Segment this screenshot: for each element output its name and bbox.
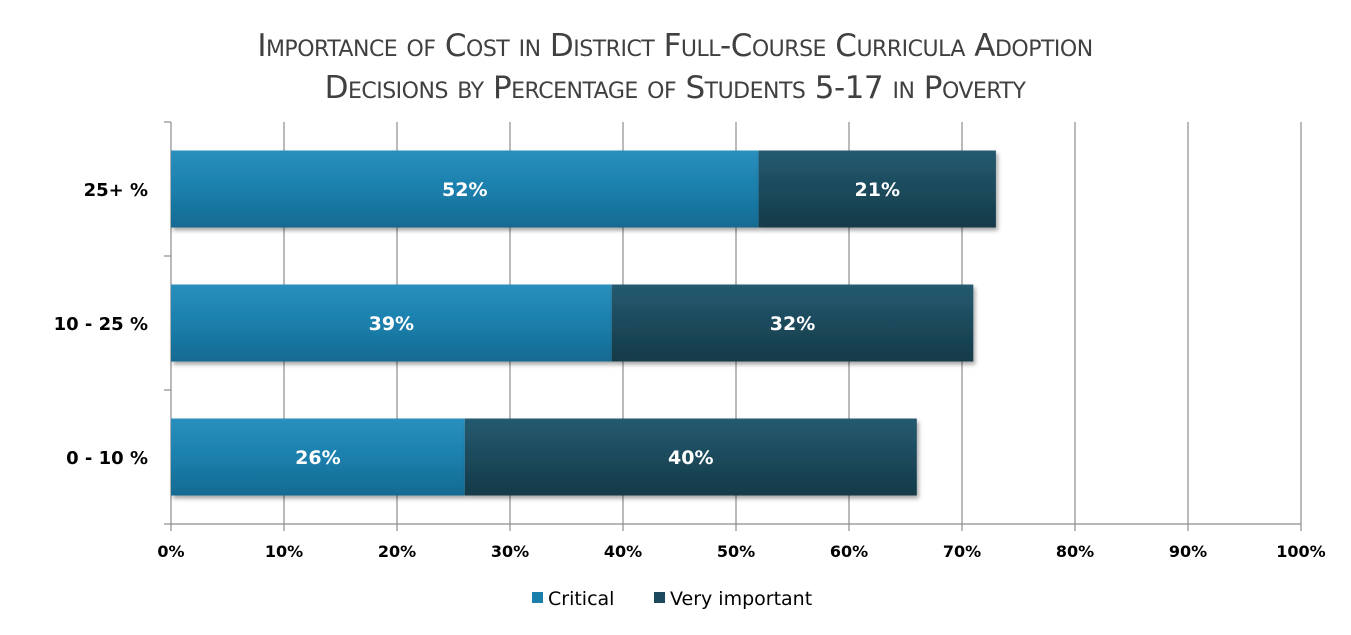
bar-segment-critical bbox=[171, 284, 612, 362]
chart-title: Importance of Cost in District Full-Cour… bbox=[257, 28, 1093, 106]
data-label: 40% bbox=[668, 447, 713, 469]
y-category-label: 10 - 25 % bbox=[54, 314, 148, 335]
x-tick-label: 40% bbox=[604, 542, 642, 561]
x-tick-label: 10% bbox=[265, 542, 303, 561]
legend-swatch bbox=[654, 592, 665, 603]
legend: Critical Very important bbox=[532, 588, 812, 610]
data-label: 32% bbox=[770, 313, 815, 335]
x-tick-label: 60% bbox=[830, 542, 868, 561]
legend-swatch bbox=[532, 592, 543, 603]
bar-segment-very-important bbox=[758, 150, 996, 228]
x-tick-label: 100% bbox=[1276, 542, 1325, 561]
chart-title-line-1: Importance of Cost in District Full-Cour… bbox=[257, 28, 1092, 64]
y-category-label: 25+ % bbox=[84, 180, 148, 201]
data-label: 52% bbox=[442, 179, 487, 201]
data-labels: 52% 21% 39% 32% 26% 40% bbox=[295, 179, 900, 469]
x-tick-label: 20% bbox=[378, 542, 416, 561]
axes: 0% 10% 20% 30% 40% 50% 60% 70% 80% 90% 100% 25+ % 10… bbox=[54, 121, 1326, 561]
legend-label: Critical bbox=[548, 588, 614, 610]
data-label: 21% bbox=[855, 179, 900, 201]
x-tick-label: 70% bbox=[943, 542, 981, 561]
bars bbox=[171, 150, 996, 496]
x-tick-label: 30% bbox=[491, 542, 529, 561]
data-label: 26% bbox=[295, 447, 340, 469]
bar-segment-critical bbox=[171, 418, 465, 496]
x-tick-label: 0% bbox=[157, 542, 184, 561]
x-tick-label: 90% bbox=[1169, 542, 1207, 561]
bar-segment-very-important bbox=[464, 418, 917, 496]
bar-segment-very-important bbox=[611, 284, 974, 362]
x-tick-label: 80% bbox=[1056, 542, 1094, 561]
data-label: 39% bbox=[369, 313, 414, 335]
legend-label: Very important bbox=[670, 588, 812, 610]
x-tick-label: 50% bbox=[717, 542, 755, 561]
bar-segment-critical bbox=[171, 150, 759, 228]
chart-title-line-2: Decisions by Percentage of Students 5-17… bbox=[325, 70, 1027, 106]
y-category-label: 0 - 10 % bbox=[66, 448, 148, 469]
